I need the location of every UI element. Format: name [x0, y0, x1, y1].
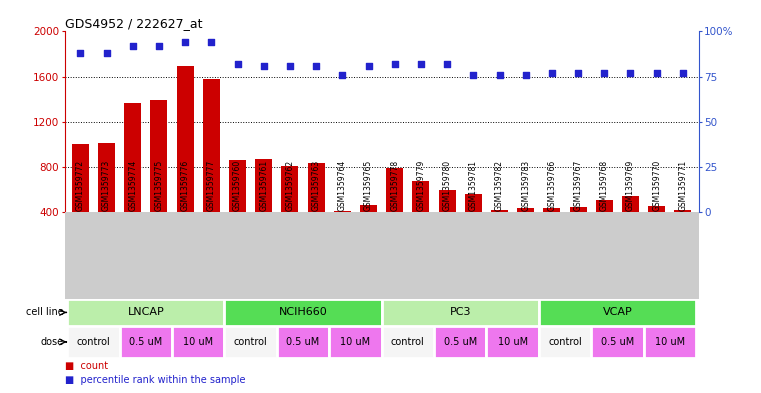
Point [493, 72, 505, 78]
Point [179, 39, 191, 46]
Text: cell line: cell line [26, 307, 63, 318]
Point [310, 62, 322, 69]
Text: 10 uM: 10 uM [498, 337, 527, 347]
Text: PC3: PC3 [450, 307, 471, 318]
Bar [412, 181, 429, 212]
Point [441, 61, 454, 67]
Bar [569, 207, 587, 212]
Bar [229, 160, 246, 212]
Bar [67, 326, 119, 358]
Point [415, 61, 427, 67]
Text: ■  percentile rank within the sample: ■ percentile rank within the sample [65, 375, 245, 385]
Text: NCIH660: NCIH660 [279, 307, 327, 318]
Point [284, 62, 296, 69]
Point [258, 62, 270, 69]
Point [598, 70, 610, 76]
Bar [360, 205, 377, 212]
Bar [98, 143, 115, 212]
Bar [438, 189, 456, 212]
Bar [119, 326, 172, 358]
Bar [648, 206, 665, 212]
Bar [491, 210, 508, 212]
Bar [255, 159, 272, 212]
Bar [334, 211, 351, 212]
Point [231, 61, 244, 67]
Bar [72, 144, 89, 212]
Bar [434, 326, 486, 358]
Point [205, 39, 218, 46]
Bar [224, 326, 277, 358]
Bar [307, 163, 325, 212]
Bar [644, 326, 696, 358]
Bar [674, 210, 692, 212]
Point [336, 72, 349, 78]
Text: control: control [548, 337, 582, 347]
Bar [124, 103, 142, 212]
Bar [330, 326, 382, 358]
Point [572, 70, 584, 76]
Text: VCAP: VCAP [603, 307, 632, 318]
Bar [596, 200, 613, 212]
Text: 0.5 uM: 0.5 uM [600, 337, 634, 347]
Bar [151, 100, 167, 212]
Point [126, 43, 139, 49]
Point [153, 43, 165, 49]
Bar [539, 299, 696, 326]
Point [75, 50, 87, 56]
Bar [282, 166, 298, 212]
Text: GDS4952 / 222627_at: GDS4952 / 222627_at [65, 17, 202, 30]
Bar [486, 326, 539, 358]
Bar [382, 326, 434, 358]
Point [546, 70, 558, 76]
Text: control: control [77, 337, 110, 347]
Bar [591, 326, 644, 358]
Point [467, 72, 479, 78]
Bar [465, 194, 482, 212]
Bar [203, 79, 220, 212]
Text: 10 uM: 10 uM [654, 337, 685, 347]
Bar [517, 208, 534, 212]
Text: control: control [234, 337, 268, 347]
Text: 10 uM: 10 uM [183, 337, 213, 347]
Text: 0.5 uM: 0.5 uM [129, 337, 163, 347]
Bar [224, 299, 382, 326]
Bar [177, 66, 194, 212]
Point [362, 62, 374, 69]
Bar [387, 168, 403, 212]
Bar [277, 326, 330, 358]
Bar [539, 326, 591, 358]
Point [520, 72, 532, 78]
Bar [382, 299, 539, 326]
Text: ■  count: ■ count [65, 362, 108, 371]
Text: LNCAP: LNCAP [128, 307, 164, 318]
Text: 0.5 uM: 0.5 uM [444, 337, 477, 347]
Bar [172, 326, 224, 358]
Bar [67, 299, 224, 326]
Point [625, 70, 637, 76]
Point [677, 70, 689, 76]
Point [651, 70, 663, 76]
Point [389, 61, 401, 67]
Text: 10 uM: 10 uM [340, 337, 371, 347]
Text: 0.5 uM: 0.5 uM [286, 337, 320, 347]
Bar [622, 196, 639, 212]
Text: dose: dose [40, 337, 63, 347]
Text: control: control [391, 337, 425, 347]
Bar [543, 208, 560, 212]
Point [100, 50, 113, 56]
